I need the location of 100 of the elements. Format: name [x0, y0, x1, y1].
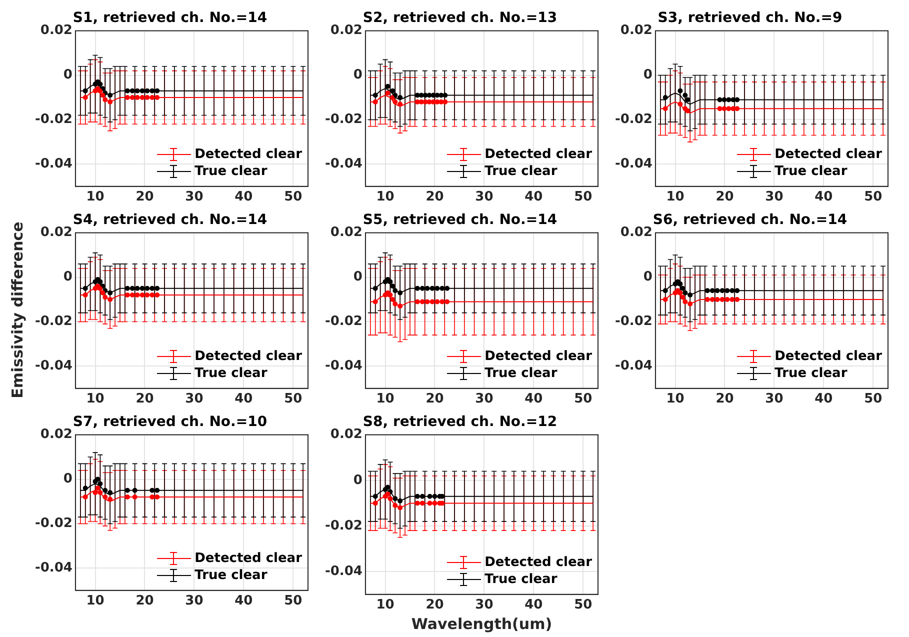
legend-label: True clear: [484, 163, 558, 180]
x-tick-label: 10: [86, 190, 104, 205]
x-tick-label: 10: [376, 392, 394, 407]
y-tick-label: -0.04: [614, 358, 652, 374]
legend-label: Detected clear: [774, 146, 882, 164]
chart-title: S2, retrieved ch. No.=13: [362, 10, 558, 26]
x-tick-label: 20: [716, 190, 734, 205]
x-tick-label: 20: [716, 392, 734, 407]
legend-label: True clear: [194, 365, 268, 382]
x-tick-label: 50: [284, 594, 302, 609]
y-tick-label: -0.02: [324, 112, 362, 128]
y-tick-label: 0.02: [40, 23, 72, 38]
point: [678, 88, 683, 94]
y-axis-title: Emissivity difference: [8, 222, 26, 398]
point: [385, 90, 390, 96]
x-tick-label: 30: [475, 190, 494, 205]
y-tick-label: 0: [63, 472, 72, 487]
point: [388, 292, 393, 298]
y-tick-label: -0.02: [614, 112, 652, 128]
x-tick-label: 30: [475, 598, 494, 613]
x-tick-label: 40: [814, 190, 833, 205]
legend-label: True clear: [774, 163, 848, 180]
x-tick-label: 50: [574, 598, 592, 613]
x-tick-label: 20: [426, 392, 444, 407]
x-tick-label: 40: [234, 594, 253, 609]
x-tick-label: 40: [524, 392, 543, 407]
x-tick-label: 40: [234, 392, 253, 407]
y-tick-label: 0.02: [330, 225, 362, 240]
x-tick-label: 10: [666, 190, 684, 205]
legend-label: True clear: [194, 567, 268, 584]
y-tick-label: -0.02: [34, 112, 72, 128]
y-tick-label: 0.02: [620, 225, 652, 240]
x-tick-label: 30: [475, 392, 494, 407]
y-tick-label: -0.04: [324, 156, 362, 172]
x-tick-label: 30: [185, 594, 204, 609]
y-tick-label: 0: [353, 472, 362, 488]
y-tick-label: 0.02: [40, 225, 72, 240]
x-tick-label: 10: [376, 190, 394, 205]
y-tick-label: -0.04: [614, 156, 652, 172]
x-tick-label: 30: [185, 392, 204, 407]
chart-title: S8, retrieved ch. No.=12: [362, 414, 558, 430]
chart-title: S3, retrieved ch. No.=9: [658, 10, 842, 26]
y-tick-label: 0: [63, 270, 72, 285]
legend-label: True clear: [194, 163, 268, 180]
chart-title: S6, retrieved ch. No.=14: [652, 212, 848, 228]
y-tick-label: -0.02: [614, 314, 652, 330]
y-tick-label: -0.04: [34, 156, 72, 172]
x-tick-label: 20: [136, 392, 154, 407]
x-tick-label: 20: [426, 190, 444, 205]
y-tick-label: -0.02: [324, 518, 362, 534]
x-tick-label: 10: [86, 594, 104, 609]
y-tick-label: -0.02: [34, 314, 72, 330]
point: [385, 84, 390, 89]
y-tick-label: -0.04: [34, 560, 72, 576]
point: [682, 92, 688, 98]
point: [685, 97, 690, 102]
legend-label: Detected clear: [484, 348, 592, 366]
y-tick-label: 0: [353, 270, 362, 285]
x-tick-label: 20: [136, 594, 154, 609]
x-tick-label: 50: [574, 190, 592, 205]
legend-label: Detected clear: [484, 146, 592, 164]
chart-title: S4, retrieved ch. No.=14: [72, 212, 268, 228]
x-tick-label: 40: [234, 190, 253, 205]
y-tick-label: 0: [63, 68, 72, 83]
x-tick-label: 50: [864, 392, 882, 407]
chart-title: S7, retrieved ch. No.=10: [72, 414, 268, 430]
y-tick-label: 0.02: [620, 23, 652, 38]
y-tick-label: -0.04: [34, 358, 72, 374]
y-tick-label: 0.02: [330, 23, 362, 38]
chart-title: S5, retrieved ch. No.=14: [362, 212, 558, 228]
x-tick-label: 30: [765, 190, 784, 205]
y-tick-label: 0.02: [40, 427, 72, 442]
legend-label: Detected clear: [774, 348, 882, 366]
y-tick-label: 0: [643, 270, 652, 285]
x-tick-label: 10: [376, 598, 394, 613]
y-tick-label: 0: [353, 68, 362, 83]
x-tick-label: 50: [284, 392, 302, 407]
legend-label: Detected clear: [484, 554, 592, 572]
x-tick-label: 40: [524, 190, 543, 205]
y-tick-label: -0.02: [324, 314, 362, 330]
legend-label: True clear: [484, 365, 558, 382]
point: [95, 476, 100, 482]
x-tick-label: 20: [136, 190, 154, 205]
point: [385, 492, 390, 497]
x-tick-label: 30: [185, 190, 204, 205]
legend-label: True clear: [484, 571, 558, 588]
legend-label: Detected clear: [194, 348, 302, 366]
legend-label: Detected clear: [194, 550, 302, 568]
legend-label: True clear: [774, 365, 848, 382]
x-axis-title: Wavelength(um): [411, 614, 552, 633]
x-tick-label: 50: [864, 190, 882, 205]
y-tick-label: 0.02: [330, 427, 362, 442]
legend-label: Detected clear: [194, 146, 302, 164]
x-tick-label: 30: [765, 392, 784, 407]
x-tick-label: 50: [574, 392, 592, 407]
x-tick-label: 50: [284, 190, 302, 205]
x-tick-label: 40: [814, 392, 833, 407]
x-tick-label: 40: [524, 598, 543, 613]
y-tick-label: -0.02: [34, 516, 72, 532]
chart-title: S1, retrieved ch. No.=14: [72, 10, 268, 26]
